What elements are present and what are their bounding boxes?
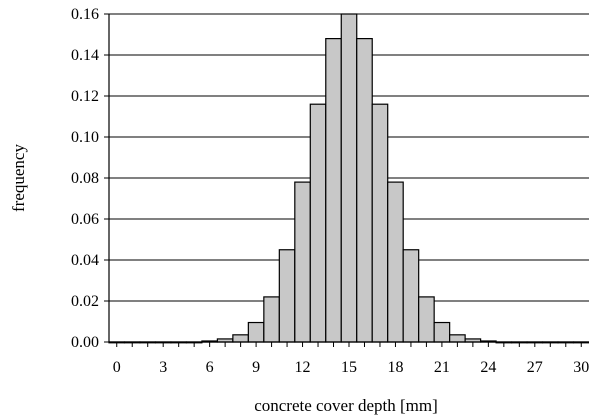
histogram-bar	[433, 321, 451, 343]
y-tick-label: 0.12	[71, 88, 99, 105]
axes	[104, 13, 589, 347]
x-tick-label: 9	[252, 359, 260, 376]
histogram-bar	[418, 296, 435, 343]
histogram-bar	[387, 181, 404, 343]
x-tick-label: 3	[159, 359, 167, 376]
x-tick-label: 18	[387, 359, 403, 376]
y-tick-label: 0.06	[71, 211, 99, 228]
histogram-bar	[247, 321, 265, 343]
histogram-bar	[356, 37, 373, 343]
x-tick-label: 24	[480, 359, 496, 376]
x-tick-label: 30	[573, 359, 589, 376]
x-tick-label: 21	[434, 359, 450, 376]
y-tick-label: 0.08	[71, 170, 99, 187]
x-tick-label: 12	[295, 359, 311, 376]
y-tick-label: 0.16	[71, 6, 99, 23]
y-tick-label: 0.00	[71, 334, 99, 351]
histogram-bar	[263, 296, 280, 343]
histogram-bar	[278, 249, 296, 343]
y-tick-label: 0.04	[71, 252, 99, 269]
x-tick-label: 15	[341, 359, 357, 376]
x-tick-label: 6	[206, 359, 214, 376]
y-tick-labels: 0.00 0.02 0.04 0.06 0.08 0.10 0.12 0.14 0.16	[71, 6, 99, 351]
x-axis-title: concrete cover depth [mm]	[254, 396, 438, 415]
y-tick-label: 0.14	[71, 47, 99, 64]
histogram-bar	[402, 249, 420, 343]
x-tick-label: 27	[527, 359, 543, 376]
y-tick-label: 0.10	[71, 129, 99, 146]
x-tick-labels: 0 3 6 9 12 15 18 21 24 27 30	[113, 359, 589, 376]
histogram-bar	[325, 37, 342, 343]
x-tick-label: 0	[113, 359, 121, 376]
histogram-bar	[449, 334, 466, 343]
histogram-bar	[371, 103, 389, 343]
y-tick-label: 0.02	[71, 293, 99, 310]
histogram-bar	[340, 13, 358, 343]
histogram-bar	[232, 334, 249, 343]
y-axis-title: frequency	[9, 144, 28, 212]
histogram-bar	[309, 103, 327, 343]
histogram-bar	[294, 181, 311, 343]
